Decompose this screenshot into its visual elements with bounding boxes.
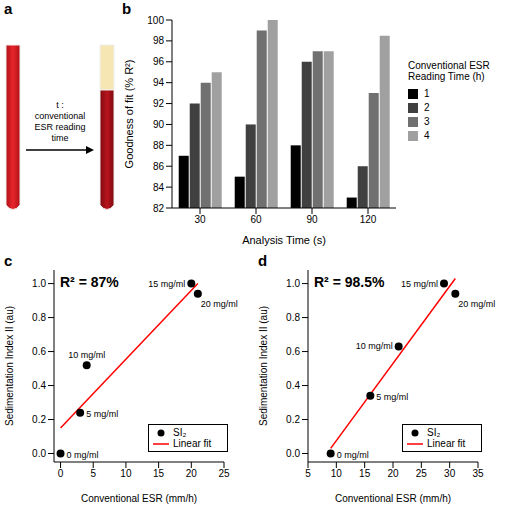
svg-text:25: 25 bbox=[218, 468, 230, 479]
html-text:Linear fit: Linear fit bbox=[427, 438, 466, 449]
html-text:R² = 98.5%: R² = 98.5% bbox=[314, 274, 385, 290]
html-text:2: 2 bbox=[424, 102, 430, 113]
html-text:Reading Time (h): Reading Time (h) bbox=[408, 71, 485, 82]
svg-text:60: 60 bbox=[250, 214, 262, 225]
svg-text:94: 94 bbox=[153, 77, 165, 88]
svg-text:84: 84 bbox=[153, 182, 165, 193]
svg-text:100: 100 bbox=[147, 15, 164, 26]
svg-text:5 mg/ml: 5 mg/ml bbox=[86, 409, 118, 419]
svg-text:0.4: 0.4 bbox=[286, 380, 300, 391]
svg-text:30: 30 bbox=[194, 214, 206, 225]
svg-text:0.4: 0.4 bbox=[32, 380, 46, 391]
svg-text:0.6: 0.6 bbox=[32, 346, 46, 357]
svg-text:0.2: 0.2 bbox=[286, 414, 300, 425]
svg-text:Sedimentation Index II (au): Sedimentation Index II (au) bbox=[258, 306, 269, 426]
svg-text:conventional: conventional bbox=[35, 111, 86, 121]
svg-text:90: 90 bbox=[306, 214, 318, 225]
svg-text:20 mg/ml: 20 mg/ml bbox=[201, 299, 238, 309]
svg-text:0.6: 0.6 bbox=[286, 346, 300, 357]
svg-text:10 mg/ml: 10 mg/ml bbox=[68, 350, 105, 360]
svg-text:Conventional ESR (mm/h): Conventional ESR (mm/h) bbox=[81, 493, 197, 504]
svg-text:86: 86 bbox=[153, 161, 165, 172]
svg-text:5 mg/ml: 5 mg/ml bbox=[376, 392, 408, 402]
svg-text:0.8: 0.8 bbox=[32, 312, 46, 323]
html-text:4: 4 bbox=[424, 130, 430, 141]
svg-text:30: 30 bbox=[444, 468, 456, 479]
svg-text:35: 35 bbox=[472, 468, 484, 479]
html-text:Linear fit: Linear fit bbox=[173, 438, 212, 449]
svg-text:120: 120 bbox=[360, 214, 377, 225]
svg-text:0 mg/ml: 0 mg/ml bbox=[67, 450, 99, 460]
svg-text:20: 20 bbox=[387, 468, 399, 479]
html-text:Conventional ESR: Conventional ESR bbox=[408, 60, 490, 71]
svg-text:time: time bbox=[51, 133, 68, 143]
svg-text:0.8: 0.8 bbox=[286, 312, 300, 323]
html-text:SI₂: SI₂ bbox=[427, 427, 441, 438]
html-text:d: d bbox=[258, 252, 268, 269]
html-text:R² = 87%: R² = 87% bbox=[60, 274, 119, 290]
svg-text:Sedimentation Index II (au): Sedimentation Index II (au) bbox=[4, 306, 15, 426]
svg-text:10: 10 bbox=[331, 468, 343, 479]
svg-text:5: 5 bbox=[90, 468, 96, 479]
svg-text:90: 90 bbox=[153, 119, 165, 130]
svg-text:ESR reading: ESR reading bbox=[34, 122, 85, 132]
svg-text:1.0: 1.0 bbox=[286, 278, 300, 289]
svg-text:82: 82 bbox=[153, 203, 165, 214]
html-text:c: c bbox=[4, 252, 13, 269]
svg-text:0.0: 0.0 bbox=[286, 448, 300, 459]
svg-text:1.0: 1.0 bbox=[32, 278, 46, 289]
svg-text:15: 15 bbox=[153, 468, 165, 479]
svg-text:10: 10 bbox=[120, 468, 132, 479]
html-text:3: 3 bbox=[424, 116, 430, 127]
svg-text:t :: t : bbox=[56, 100, 64, 110]
svg-text:Analysis Time (s): Analysis Time (s) bbox=[242, 234, 326, 246]
svg-text:20 mg/ml: 20 mg/ml bbox=[458, 299, 495, 309]
svg-text:25: 25 bbox=[416, 468, 428, 479]
svg-text:20: 20 bbox=[186, 468, 198, 479]
html-text:1: 1 bbox=[424, 88, 430, 99]
svg-text:Conventional ESR (mm/h): Conventional ESR (mm/h) bbox=[335, 493, 451, 504]
html-text:a: a bbox=[4, 0, 13, 17]
svg-text:15: 15 bbox=[359, 468, 371, 479]
svg-text:88: 88 bbox=[153, 140, 165, 151]
svg-text:0.2: 0.2 bbox=[32, 414, 46, 425]
svg-text:0 mg/ml: 0 mg/ml bbox=[337, 450, 369, 460]
svg-text:96: 96 bbox=[153, 56, 165, 67]
svg-text:0: 0 bbox=[58, 468, 64, 479]
svg-text:Goodness of fit (% R²): Goodness of fit (% R²) bbox=[123, 60, 135, 169]
svg-text:92: 92 bbox=[153, 98, 165, 109]
svg-text:98: 98 bbox=[153, 35, 165, 46]
svg-text:5: 5 bbox=[305, 468, 311, 479]
svg-text:0.0: 0.0 bbox=[32, 448, 46, 459]
svg-text:15 mg/ml: 15 mg/ml bbox=[148, 279, 185, 289]
svg-text:10 mg/ml: 10 mg/ml bbox=[356, 341, 393, 351]
html-text:SI₂: SI₂ bbox=[173, 427, 187, 438]
html-text:b: b bbox=[122, 0, 132, 17]
svg-text:15 mg/ml: 15 mg/ml bbox=[401, 279, 438, 289]
